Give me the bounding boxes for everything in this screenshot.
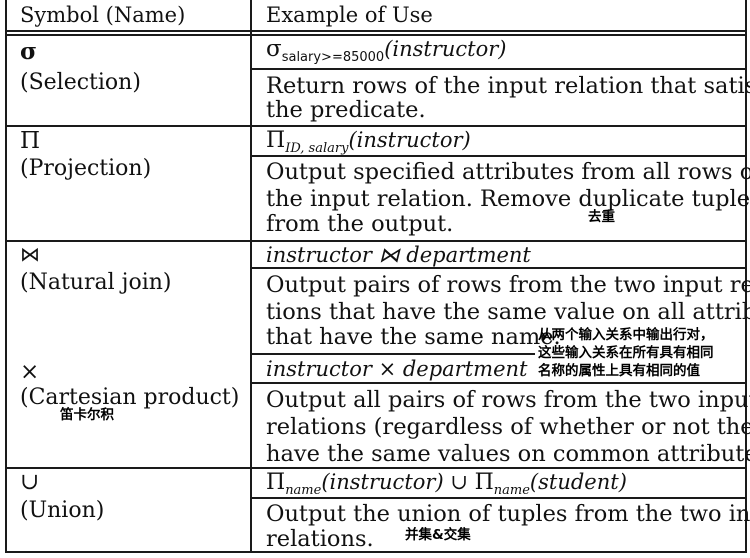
union-attribute-1: name (285, 483, 322, 498)
natural-join-inner-rule (250, 267, 747, 269)
natural-join-desc-line-3: that have the same name. (266, 324, 561, 350)
row-rule-1 (5, 125, 747, 127)
cartesian-product-annotation: 笛卡尔积 (60, 407, 114, 423)
selection-operator: σ (266, 36, 282, 62)
union-annotation: 并集&交集 (405, 527, 471, 543)
row-rule-4 (5, 467, 747, 469)
union-symbol: ∪ (20, 469, 40, 495)
union-inner-rule (250, 497, 747, 499)
cartesian-product-desc-line-3: have the same values on common attribute… (266, 441, 750, 467)
natural-join-example: instructor ⋈ department (266, 243, 531, 267)
column-divider (250, 0, 252, 552)
natural-join-annotation-line-1: 从两个输入关系中输出行对， (538, 327, 714, 343)
natural-join-name: (Natural join) (20, 270, 172, 295)
cartesian-product-desc-line-1: Output all pairs of rows from the two in… (266, 387, 750, 413)
projection-desc-line-1: Output specified attributes from all row… (266, 159, 750, 185)
header-bottom-rule (5, 30, 747, 32)
projection-attributes: ID, salary (285, 141, 349, 156)
table-bottom-rule (5, 551, 747, 553)
table-right-border (745, 0, 747, 552)
row-rule-2 (5, 240, 747, 242)
selection-condition: salary>=85000 (281, 50, 385, 65)
selection-desc-line-2: the predicate. (266, 97, 426, 123)
union-operator-1: Π (266, 470, 286, 495)
projection-desc-line-3: from the output. (266, 211, 454, 237)
natural-join-desc-line-1: Output pairs of rows from the two input … (266, 272, 750, 298)
header-symbol-name: Symbol (Name) (20, 3, 186, 27)
table-left-border (5, 0, 7, 552)
projection-example: ΠID, salary(instructor) (266, 128, 471, 156)
selection-name: (Selection) (20, 70, 141, 95)
header-example-of-use: Example of Use (266, 3, 433, 27)
union-desc-line-1: Output the union of tuples from the two … (266, 501, 750, 527)
natural-join-annotation-line-2: 这些输入关系在所有具有相同 (538, 345, 714, 361)
natural-join-symbol: ⋈ (20, 242, 40, 266)
union-attribute-2: name (493, 483, 530, 498)
projection-desc-line-2: the input relation. Remove duplicate tup… (266, 186, 750, 212)
projection-relation: (instructor) (348, 128, 471, 152)
natural-join-annotation-line-3: 名称的属性上具有相同的值 (538, 363, 700, 379)
natural-join-bottom-rule (250, 353, 535, 355)
union-relation-1: (instructor) ∪ (321, 470, 475, 494)
selection-desc-line-1: Return rows of the input relation that s… (266, 73, 750, 99)
projection-operator: Π (266, 128, 286, 153)
cartesian-product-inner-rule (250, 382, 747, 384)
projection-annotation: 去重 (588, 209, 615, 225)
union-operator-2: Π (474, 470, 494, 495)
projection-name: (Projection) (20, 156, 152, 181)
union-relation-2: (student) (529, 470, 627, 494)
projection-inner-rule (250, 155, 747, 157)
selection-relation: (instructor) (384, 37, 507, 61)
natural-join-desc-line-2: tions that have the same value on all at… (266, 299, 750, 325)
union-desc-line-2: relations. (266, 526, 374, 552)
cartesian-product-name: (Cartesian product) (20, 385, 240, 410)
selection-inner-rule (250, 68, 747, 70)
cartesian-product-symbol: × (20, 359, 40, 385)
selection-example: σsalary>=85000(instructor) (266, 36, 507, 65)
cartesian-product-desc-line-2: relations (regardless of whether or not … (266, 414, 750, 440)
selection-symbol: σ (20, 38, 37, 65)
cartesian-product-example: instructor × department (266, 357, 528, 381)
union-example: Πname(instructor) ∪ Πname(student) (266, 470, 627, 498)
projection-symbol: Π (20, 128, 41, 154)
union-name: (Union) (20, 498, 105, 523)
header-double-rule (5, 34, 747, 36)
